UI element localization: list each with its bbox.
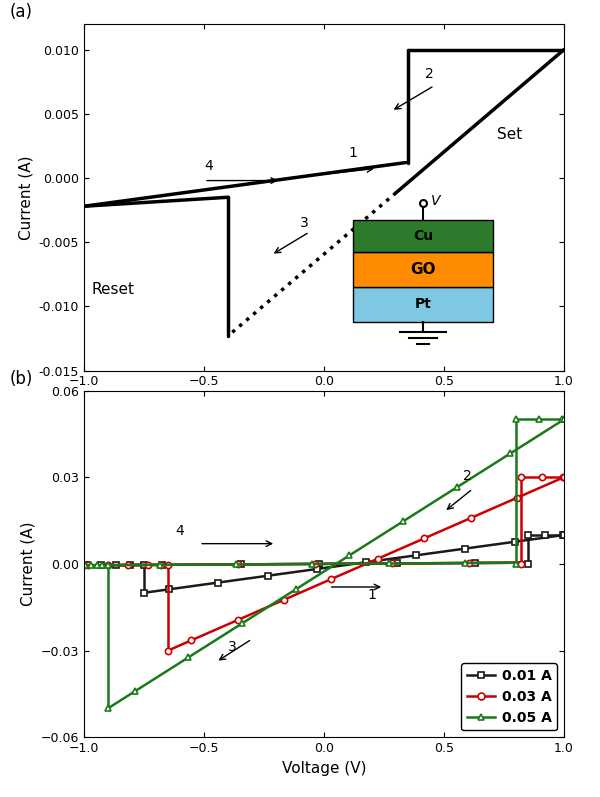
Bar (353, 220, 493, 252)
Text: 1: 1 (348, 147, 357, 160)
Legend: 0.01 A, 0.03 A, 0.05 A: 0.01 A, 0.03 A, 0.05 A (461, 663, 557, 730)
Text: (b): (b) (10, 370, 33, 387)
Text: Pt: Pt (415, 297, 431, 311)
Text: Cu: Cu (413, 229, 433, 243)
X-axis label: Voltage (V): Voltage (V) (282, 760, 366, 775)
Bar (353, 252, 493, 287)
Bar (353, 287, 493, 322)
Text: V: V (431, 194, 440, 208)
Y-axis label: Current (A): Current (A) (18, 155, 33, 240)
Text: 3: 3 (300, 216, 309, 230)
Text: Reset: Reset (91, 281, 134, 296)
Text: 4: 4 (175, 524, 184, 538)
X-axis label: Voltage (V): Voltage (V) (282, 394, 366, 409)
Text: 4: 4 (204, 159, 213, 173)
Text: 3: 3 (228, 639, 237, 654)
Text: GO: GO (410, 261, 436, 277)
Y-axis label: Current (A): Current (A) (20, 521, 35, 607)
Text: 1: 1 (367, 587, 376, 602)
Text: 2: 2 (425, 67, 434, 80)
Text: 2: 2 (463, 469, 472, 483)
Text: Set: Set (497, 128, 522, 143)
Text: (a): (a) (10, 3, 32, 21)
